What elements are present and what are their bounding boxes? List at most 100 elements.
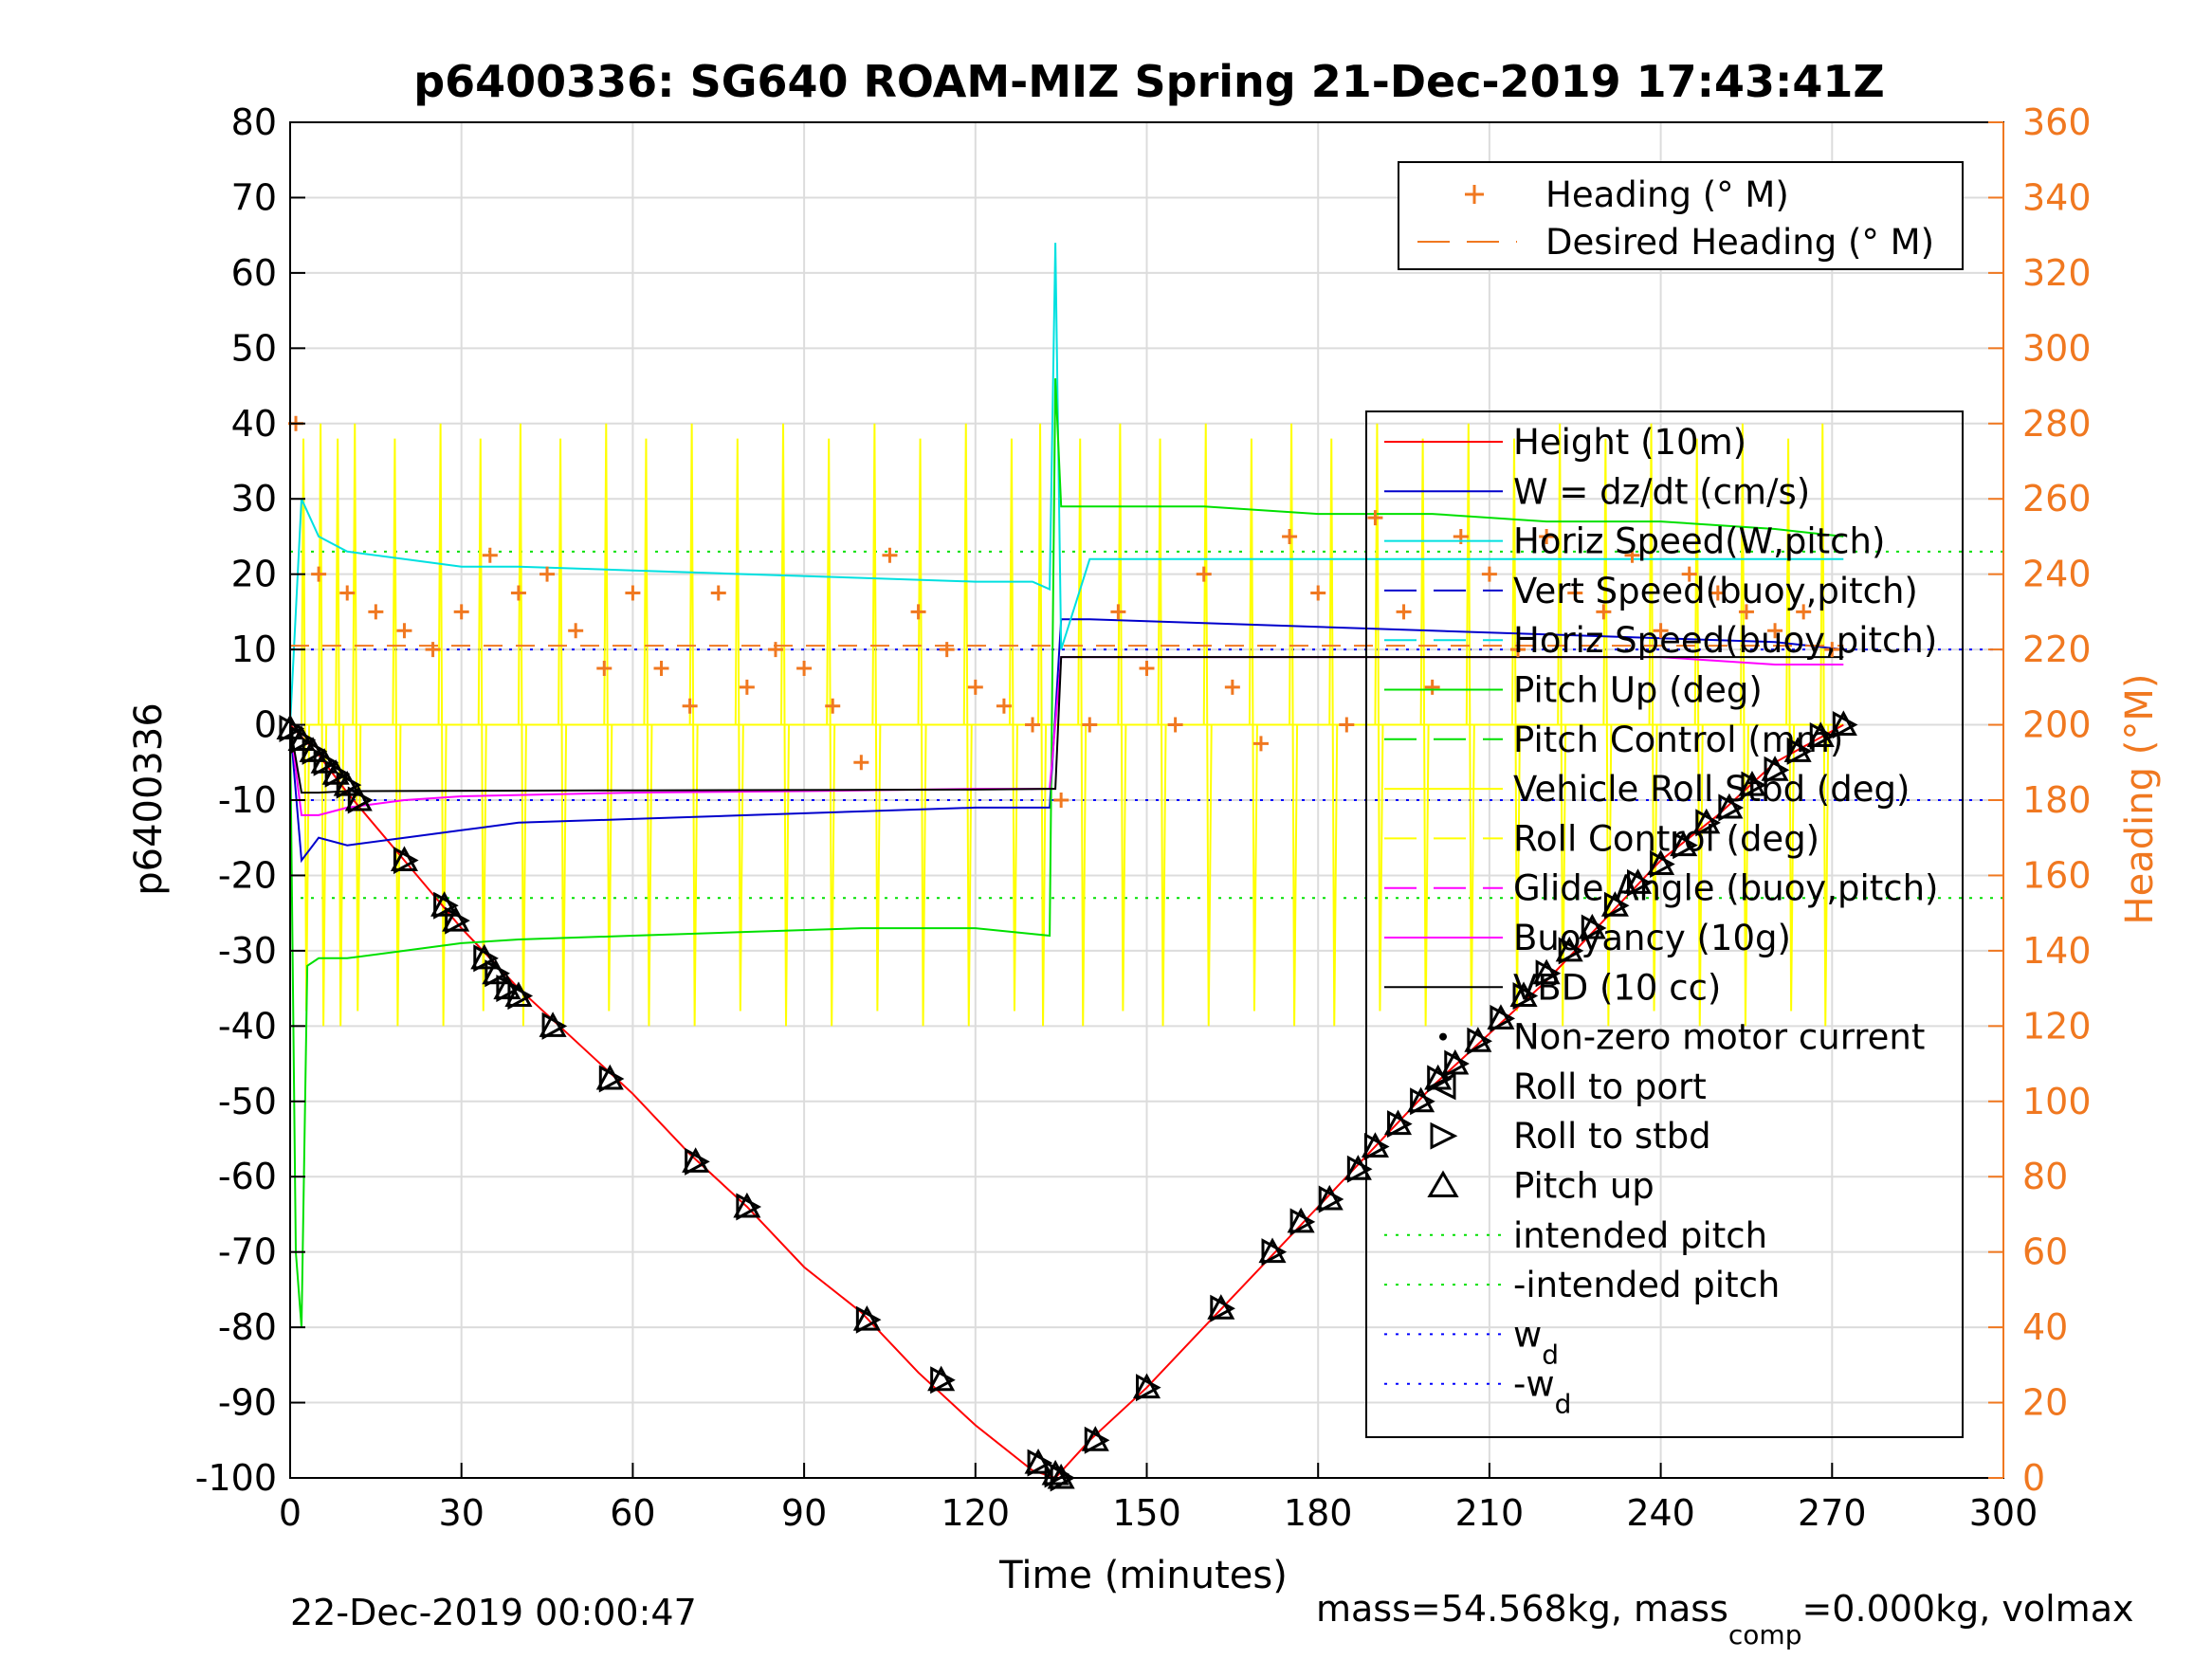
legend-label-text: -intended pitch [1513, 1265, 1780, 1305]
roll-marker [1673, 831, 1698, 860]
pitch-up-marker [1024, 1448, 1052, 1474]
roll-spike [643, 438, 653, 1027]
heading-marker [1653, 623, 1669, 639]
heading-marker [1767, 623, 1783, 639]
pitch-up-marker [1384, 1109, 1413, 1136]
roll-marker [1535, 959, 1562, 988]
x-tick-label: 180 [1284, 1492, 1353, 1534]
heading-marker [539, 566, 556, 582]
roll-marker [1261, 1238, 1288, 1267]
legend-label: Pitch Control (mm) [1513, 720, 1843, 760]
heading-marker [1596, 604, 1612, 620]
roll-spike [1602, 438, 1613, 1027]
x-tick-label: 240 [1626, 1492, 1695, 1534]
pitch-up-marker [1715, 793, 1744, 819]
horiz-speed-w-pitch-line [289, 243, 1844, 725]
pitch-up-marker [852, 1305, 881, 1331]
heading-marker [825, 698, 841, 714]
heading-marker [368, 604, 384, 620]
x-tick-label: 210 [1455, 1492, 1525, 1534]
roll-marker [1467, 1027, 1492, 1055]
roll-marker [1832, 711, 1858, 739]
legend-label-text: Buoyancy (10g) [1513, 918, 1791, 958]
pitch-up-marker [1464, 1027, 1492, 1052]
y-tick-label: -80 [218, 1306, 277, 1348]
roll-spike [1693, 438, 1704, 1027]
legend-label-text: Pitch Up (deg) [1513, 670, 1763, 711]
y-tick-label: -20 [218, 854, 277, 896]
legend-label: Pitch up [1513, 1166, 1654, 1207]
legend-label: Height (10m) [1513, 422, 1746, 463]
y2-tick-label: 320 [2022, 252, 2092, 294]
chart-title: p6400336: SG640 ROAM-MIZ Spring 21-Dec-2… [413, 56, 1885, 107]
heading-marker [1196, 566, 1212, 582]
pitch-up-marker [442, 905, 470, 932]
legend-swatch [1430, 1121, 1458, 1150]
heading-marker [1339, 717, 1355, 733]
heading-marker [739, 679, 755, 695]
y2-tick-label: 220 [2022, 629, 2092, 670]
legend-swatch [1427, 1170, 1459, 1197]
legend-label: Vehicle Roll Stbd (deg) [1513, 769, 1910, 810]
roll-spike [917, 438, 927, 1027]
roll-marker [1444, 1049, 1470, 1078]
roll-marker [507, 982, 534, 1011]
legend-label: Horiz Speed(W,pitch) [1513, 521, 1885, 562]
heading-marker [910, 604, 926, 620]
legend-label: Roll to port [1513, 1066, 1707, 1107]
pitch-up-marker [1738, 770, 1766, 796]
legend-label-text: intended pitch [1513, 1215, 1767, 1256]
pitch-up-marker [321, 759, 350, 785]
y-tick-label: -90 [218, 1382, 277, 1424]
roll-marker [1786, 737, 1813, 765]
roll-spike [1648, 423, 1658, 1012]
roll-marker [1410, 1087, 1435, 1116]
y-tick-label: 0 [254, 704, 277, 746]
legend-label: wd [1513, 1314, 1559, 1370]
pitch-up-marker [390, 846, 418, 872]
y2-tick-label: 40 [2022, 1306, 2068, 1348]
footer-mass-text: mass=54.568kg, mass [1316, 1588, 1728, 1630]
legend-main: Height (10m) W = dz/dt (cm/s) Horiz Speed(… [1365, 410, 1964, 1438]
y-tick-label: -60 [218, 1156, 277, 1197]
roll-spike [1328, 438, 1339, 1027]
y2-tick-label: 300 [2022, 327, 2092, 369]
roll-marker [930, 1366, 956, 1395]
legend-label: Roll to stbd [1513, 1116, 1711, 1157]
roll-marker [1741, 771, 1767, 799]
pitch-up-marker [1829, 710, 1857, 737]
legend-swatch [1465, 185, 1484, 204]
roll-marker [347, 786, 374, 814]
y-tick-label: -100 [195, 1457, 277, 1499]
heading-marker [1567, 585, 1583, 601]
heading-marker [625, 585, 641, 601]
pitch-up-deg-line [289, 378, 1844, 1328]
y2-tick-label: 200 [2022, 704, 2092, 746]
pitch-up-marker [1578, 913, 1606, 939]
heading-marker [996, 698, 1012, 714]
y2-tick-label: 0 [2022, 1457, 2045, 1499]
pitch-up-marker [344, 785, 373, 811]
heading-marker [1796, 604, 1812, 620]
y-tick-label: 70 [231, 176, 277, 218]
x-tick-label: 120 [941, 1492, 1011, 1534]
roll-marker [1210, 1294, 1235, 1322]
y2-tick-label: 20 [2022, 1382, 2068, 1424]
x-tick-label: 30 [439, 1492, 484, 1534]
heading-marker [1252, 736, 1269, 752]
roll-marker [1558, 937, 1584, 965]
pitch-up-marker [1509, 981, 1538, 1008]
heading-marker [1139, 660, 1155, 676]
pitch-up-marker [1600, 891, 1629, 917]
heading-marker [1367, 510, 1383, 526]
legend-label-text: Roll to stbd [1513, 1116, 1711, 1157]
roll-marker [1318, 1185, 1344, 1213]
legend-label: Roll Control (deg) [1513, 818, 1819, 859]
legend-label-text: Horiz Speed(W,pitch) [1513, 521, 1885, 562]
footer-mass: mass=54.568kg, masscomp=0.000kg, volmax [1316, 1588, 2133, 1650]
legend-swatch [1439, 1032, 1447, 1041]
x-axis-label: Time (minutes) [998, 1554, 1288, 1597]
w-dz-dt-cm-s-line [289, 618, 1844, 864]
heading-marker [596, 660, 612, 676]
